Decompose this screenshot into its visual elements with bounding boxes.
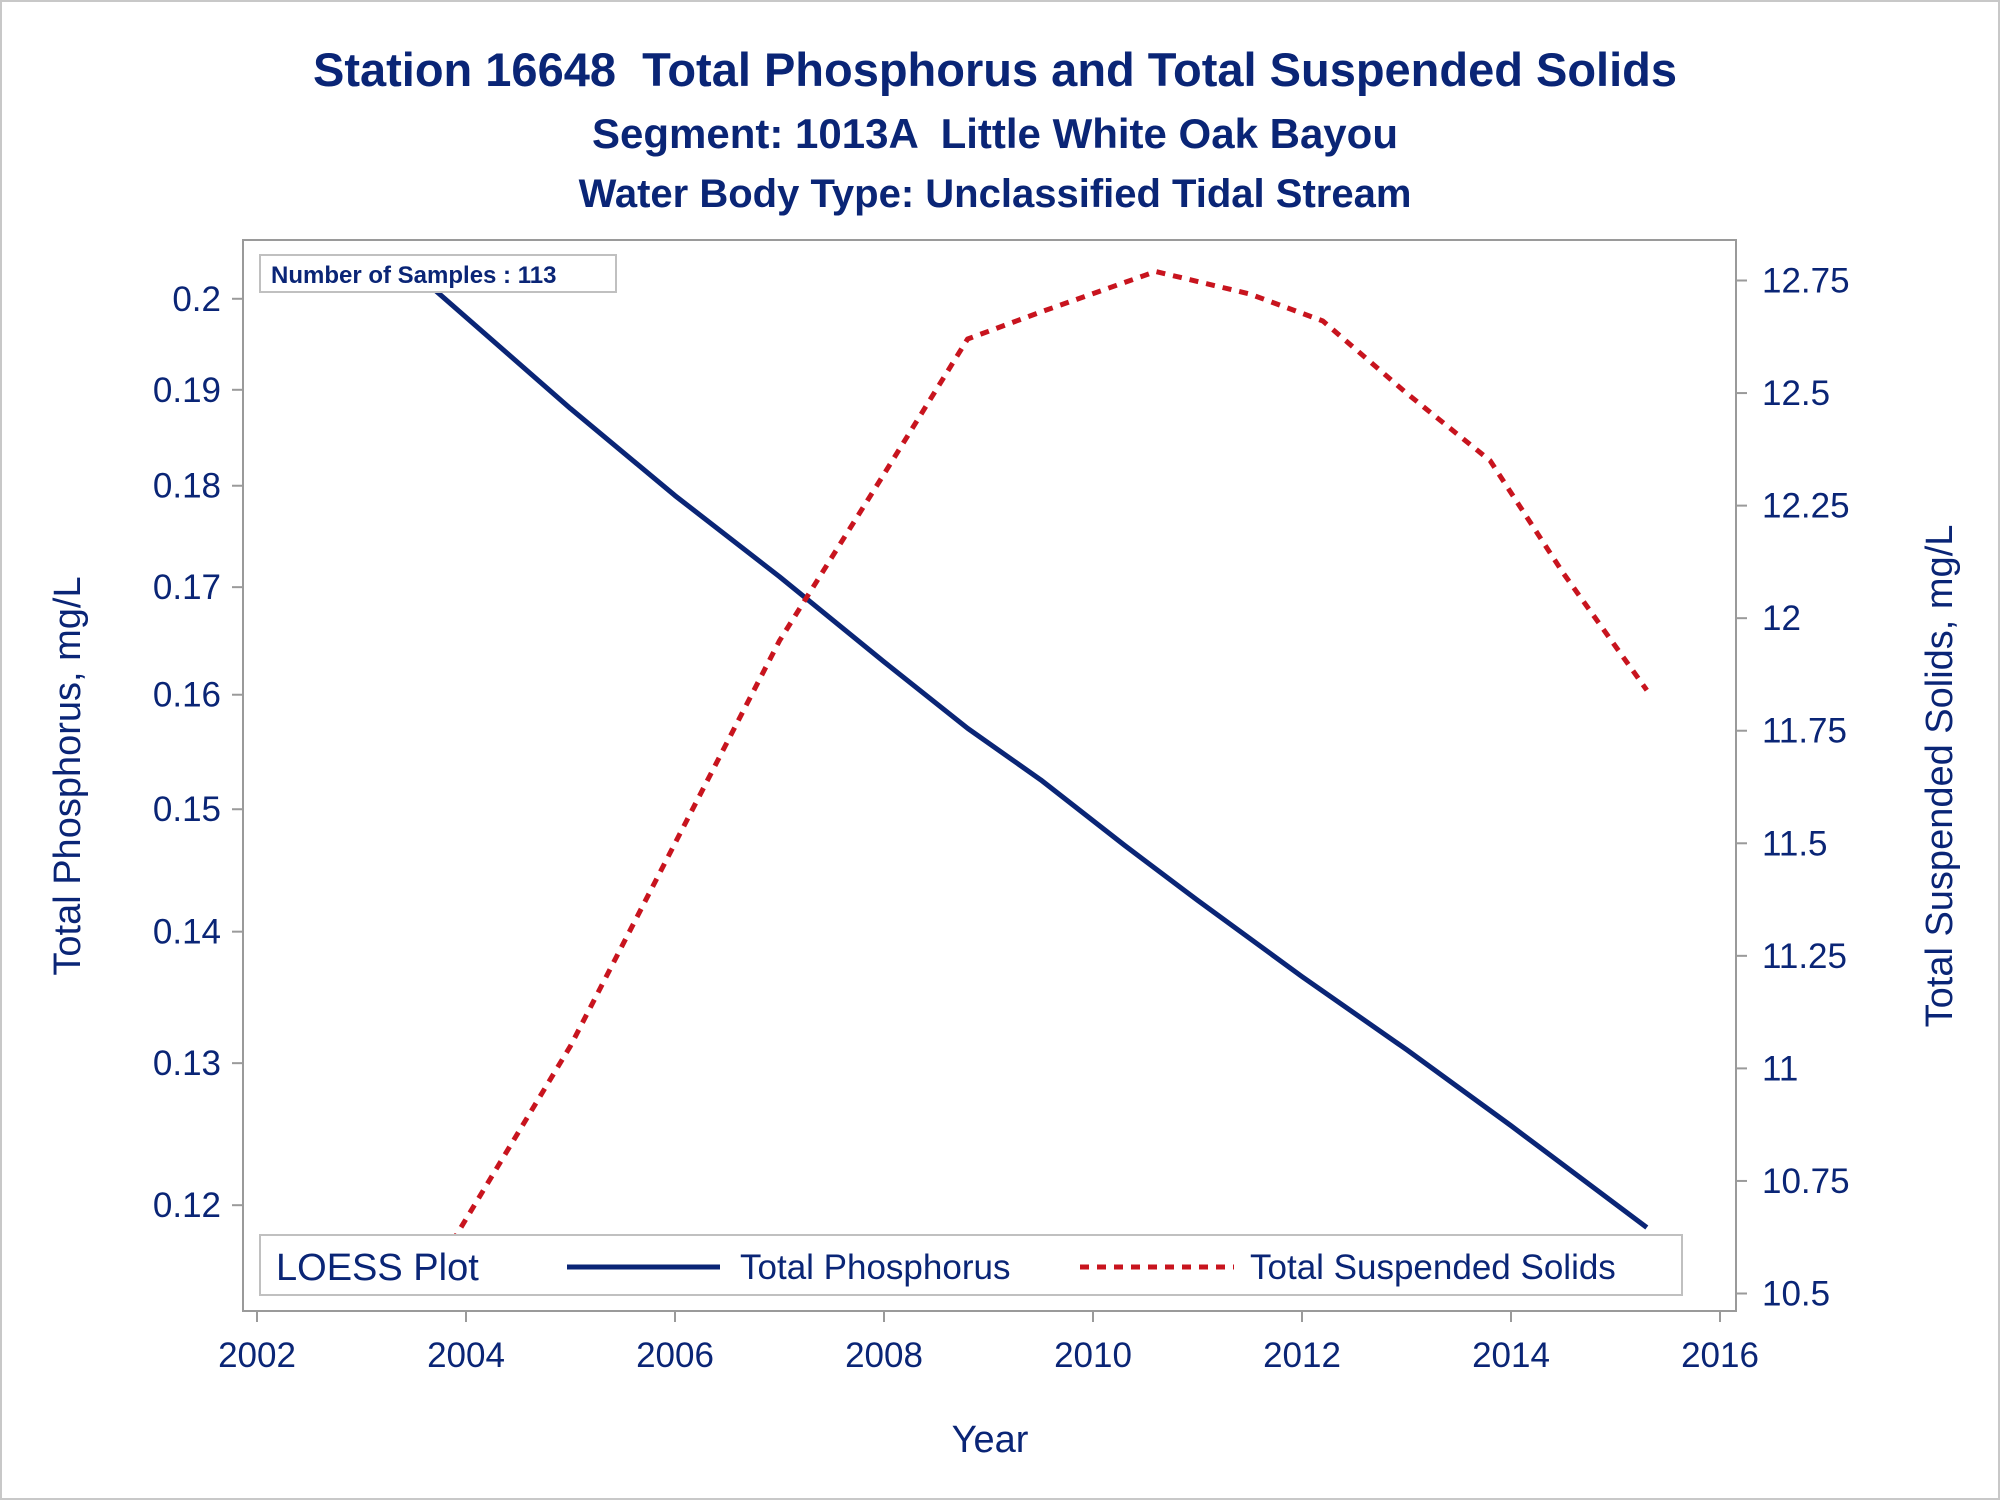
y-axis-label: Total Phosphorus, mg/L [47,576,89,975]
plot-area [242,239,1737,1312]
chart-subtitle-2: Water Body Type: Unclassified Tidal Stre… [579,172,1412,216]
y-axis-right: 10.5 10.75 11 11.25 11.5 11.75 12 12.25 12.5 12.7… [1736,262,1850,1313]
legend-label-total-suspended-solids: Total Suspended Solids [1250,1248,1616,1287]
y2-tick-label: 12.5 [1762,374,1830,413]
legend-box [259,1234,1683,1296]
y2-tick-label: 12 [1762,599,1801,638]
x-tick-label: 2008 [845,1336,923,1375]
y-tick-label: 0.19 [153,371,221,410]
sample-count-annotation: Number of Samples : 113 [271,262,556,289]
y-tick-label: 0.16 [153,676,221,715]
y-tick-label: 0.18 [153,467,221,506]
x-axis: 2002 2004 2006 2008 2010 2012 2014 2016 [218,1311,1759,1375]
x-tick-label: 2006 [636,1336,714,1375]
y2-tick-label: 12.25 [1762,487,1850,526]
legend-title: LOESS Plot [276,1247,479,1289]
x-tick-label: 2014 [1472,1336,1550,1375]
y2-tick-label: 11.75 [1762,712,1847,751]
y-tick-label: 0.15 [153,790,221,829]
x-tick-label: 2010 [1054,1336,1132,1375]
x-tick-label: 2016 [1681,1336,1759,1375]
y-axis-left: 0.12 0.13 0.14 0.15 0.16 0.17 0.18 0.19 0.2 [153,280,243,1225]
y2-tick-label: 11.5 [1762,824,1828,863]
series-line-total-suspended-solids [432,269,1649,1273]
chart-title: Station 16648 Total Phosphorus and Total… [313,43,1677,96]
y-tick-label: 0.2 [172,280,221,319]
y2-tick-label: 10.5 [1762,1274,1830,1313]
y2-tick-label: 10.75 [1762,1162,1850,1201]
y2-tick-label: 11.25 [1762,937,1847,976]
sample-count-box [259,254,617,293]
x-tick-label: 2012 [1263,1336,1341,1375]
series-line-total-phosphorus [433,288,1649,1230]
y-tick-label: 0.14 [153,913,221,952]
y-tick-label: 0.17 [153,568,221,607]
legend-label-total-phosphorus: Total Phosphorus [740,1248,1010,1287]
series-group [432,269,1649,1273]
x-tick-label: 2002 [218,1336,296,1375]
y-tick-label: 0.13 [153,1044,221,1083]
y2-tick-label: 12.75 [1762,262,1850,301]
y2-tick-label: 11 [1762,1049,1798,1088]
x-tick-label: 2004 [427,1336,505,1375]
chart-subtitle: Segment: 1013A Little White Oak Bayou [592,110,1398,157]
x-axis-label: Year [952,1419,1029,1461]
y2-axis-label: Total Suspended Solids, mg/L [1919,525,1961,1028]
y-tick-label: 0.12 [153,1186,221,1225]
